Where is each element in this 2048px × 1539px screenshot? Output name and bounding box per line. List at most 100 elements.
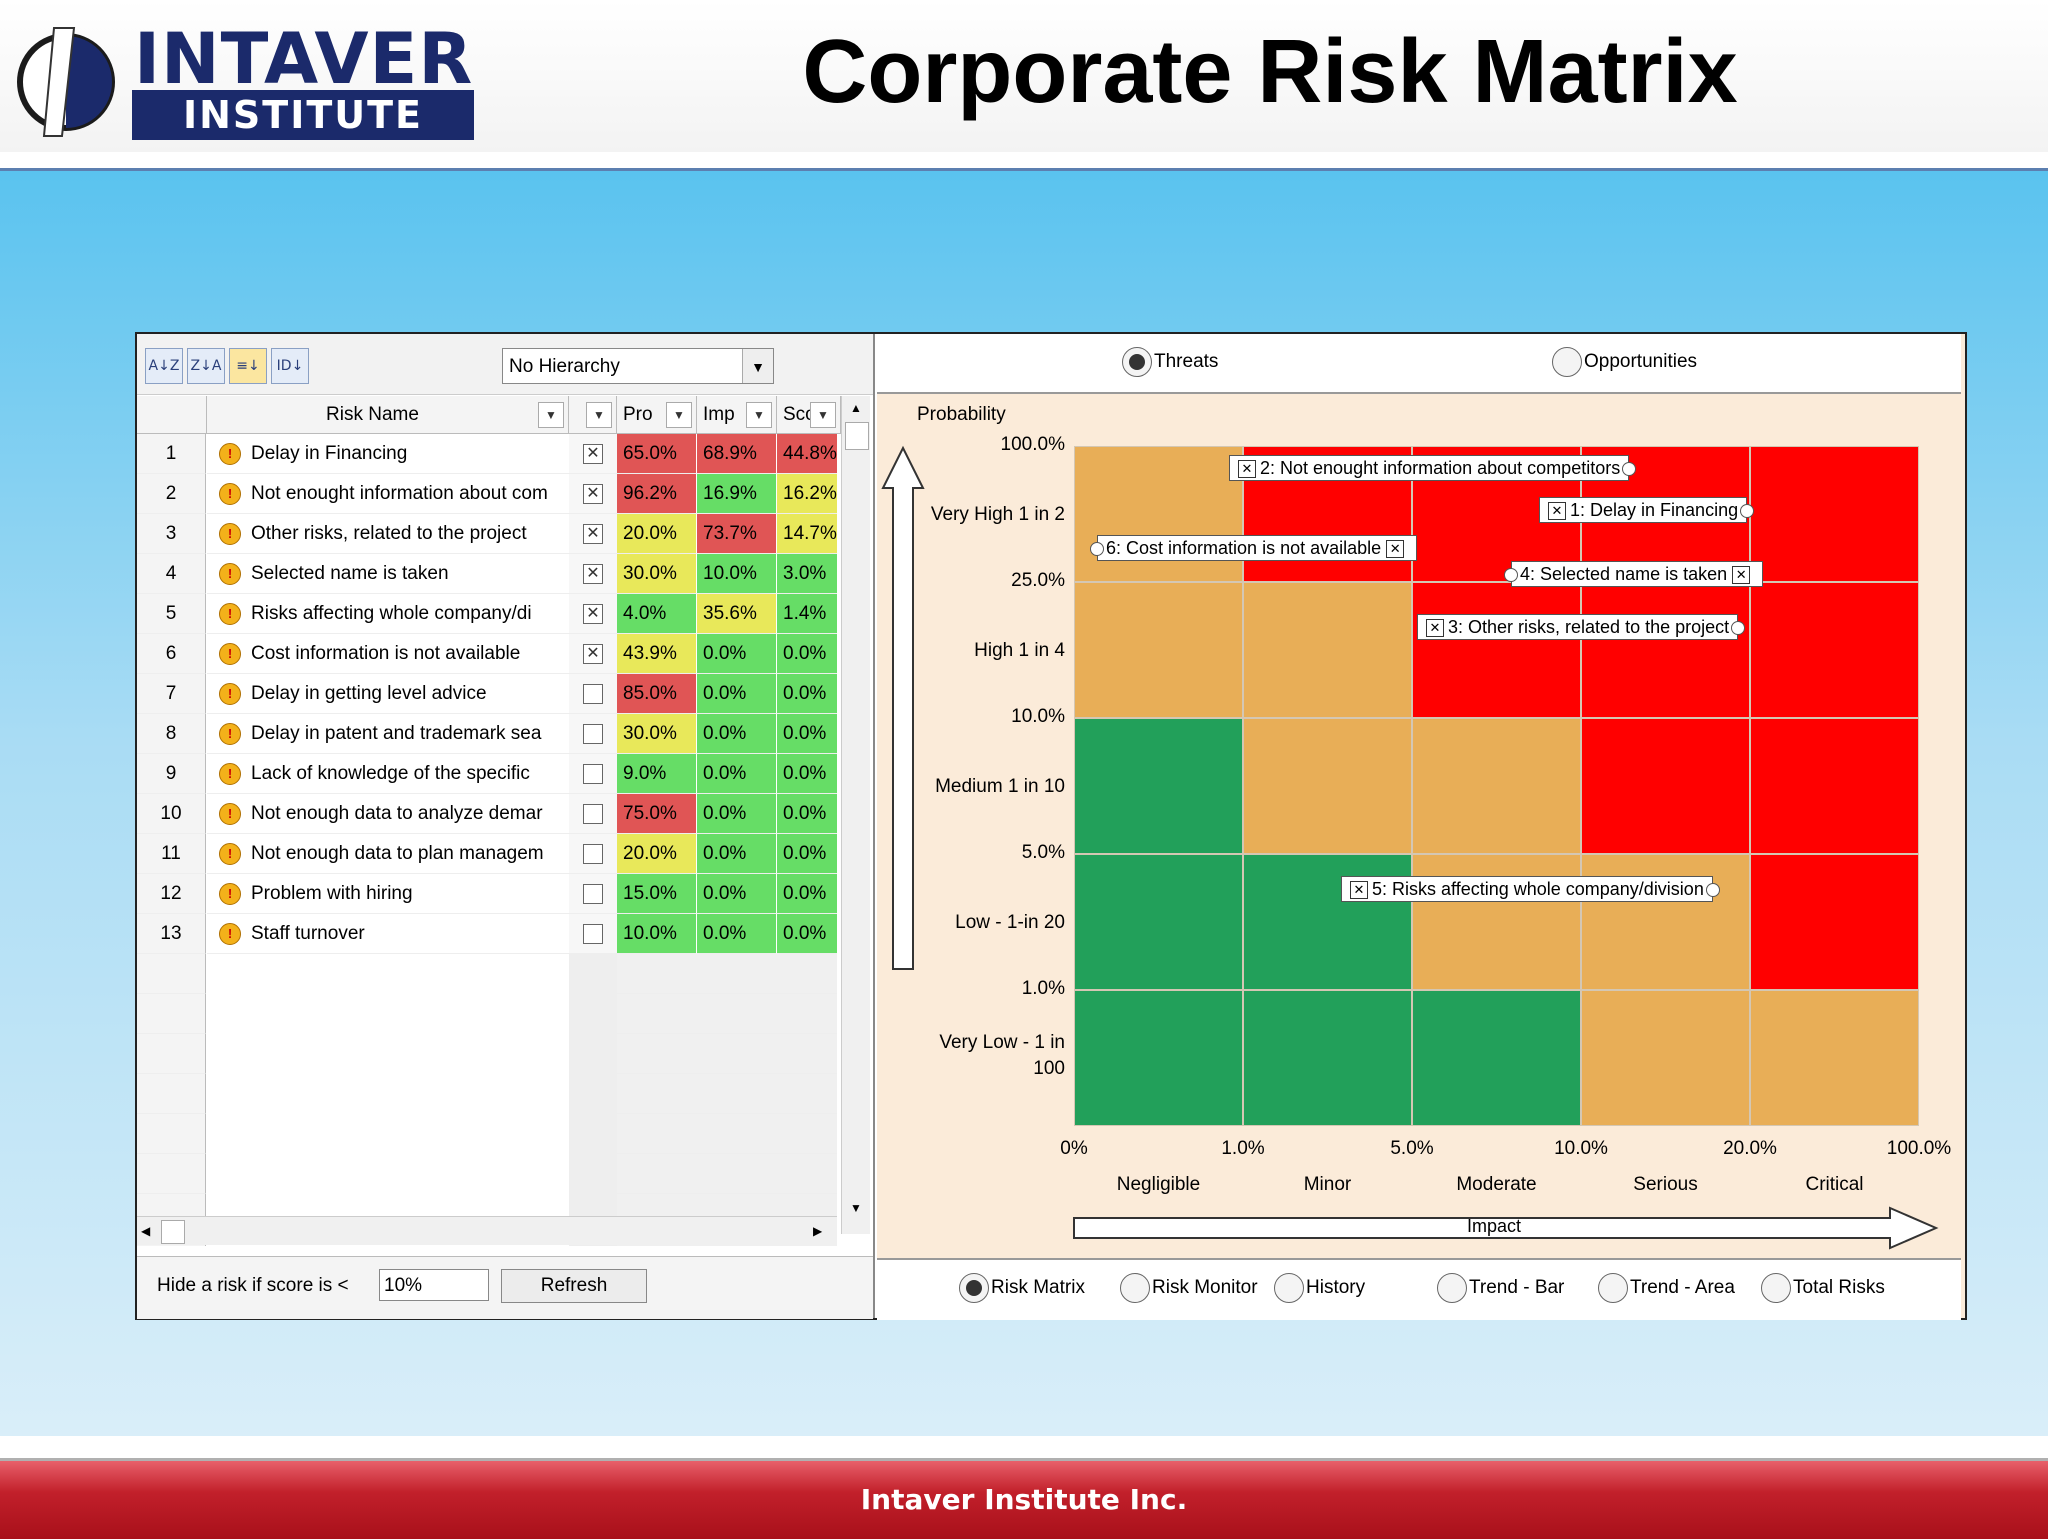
risk-checkbox-cell[interactable]: ✕ xyxy=(569,554,617,594)
risk-name-cell[interactable]: ! Other risks, related to the project xyxy=(207,514,569,554)
probability-cell[interactable]: 85.0% xyxy=(617,674,697,714)
radio-button-icon[interactable] xyxy=(1274,1272,1304,1303)
table-row[interactable]: 8! Delay in patent and trademark sea 30.0%… xyxy=(137,714,837,754)
table-row[interactable]: 10! Not enough data to analyze demar 75.0%… xyxy=(137,794,837,834)
radio-button-icon[interactable] xyxy=(959,1272,989,1303)
radio-button-icon[interactable] xyxy=(1552,346,1582,377)
impact-cell[interactable]: 35.6% xyxy=(697,594,777,634)
score-cell[interactable]: 0.0% xyxy=(777,674,837,714)
risk-checkbox-cell[interactable] xyxy=(569,674,617,714)
radio-risk-matrix[interactable]: Risk Matrix xyxy=(959,1272,1085,1304)
tag-handle-icon[interactable] xyxy=(1504,568,1518,582)
impact-cell[interactable]: 68.9% xyxy=(697,434,777,474)
risk-checkbox-cell[interactable] xyxy=(569,714,617,754)
scroll-right-icon[interactable]: ▶ xyxy=(813,1224,823,1238)
risk-checkbox-cell[interactable] xyxy=(569,874,617,914)
risk-tag[interactable]: ✕ 5: Risks affecting whole company/divisi… xyxy=(1341,876,1720,902)
probability-cell[interactable]: 20.0% xyxy=(617,514,697,554)
score-cell[interactable]: 16.2% xyxy=(777,474,837,514)
checked-box-icon[interactable]: ✕ xyxy=(1238,460,1256,479)
probability-cell[interactable]: 30.0% xyxy=(617,554,697,594)
matrix-cell[interactable] xyxy=(1412,854,1581,990)
horizontal-scrollbar[interactable]: ◀ ▶ xyxy=(137,1216,837,1245)
chevron-down-icon[interactable]: ▼ xyxy=(742,349,773,383)
risk-checkbox-cell[interactable]: ✕ xyxy=(569,434,617,474)
probability-cell[interactable]: 4.0% xyxy=(617,594,697,634)
column-header-probability[interactable]: Pro ▼ xyxy=(617,396,697,434)
column-header-check[interactable]: ▼ xyxy=(569,396,617,434)
checked-box-icon[interactable]: ✕ xyxy=(1350,881,1368,900)
unchecked-box-icon[interactable] xyxy=(583,843,603,864)
checked-box-icon[interactable]: ✕ xyxy=(583,443,603,464)
matrix-cell[interactable] xyxy=(1074,990,1243,1126)
impact-cell[interactable]: 0.0% xyxy=(697,754,777,794)
matrix-cell[interactable] xyxy=(1750,990,1919,1126)
table-row[interactable]: 9! Lack of knowledge of the specific 9.0% 0… xyxy=(137,754,837,794)
unchecked-box-icon[interactable] xyxy=(583,803,603,824)
matrix-cell[interactable] xyxy=(1243,582,1412,718)
vertical-scrollbar[interactable]: ▲ ▼ xyxy=(841,396,870,1234)
risk-checkbox-cell[interactable]: ✕ xyxy=(569,594,617,634)
score-cell[interactable]: 0.0% xyxy=(777,794,837,834)
risk-name-cell[interactable]: ! Delay in Financing xyxy=(207,434,569,474)
radio-threats[interactable]: Threats xyxy=(1122,346,1218,378)
radio-button-icon[interactable] xyxy=(1120,1272,1150,1303)
filter-icon[interactable]: ≡↓ xyxy=(229,348,267,384)
checked-box-icon[interactable]: ✕ xyxy=(583,603,603,624)
risk-name-cell[interactable]: ! Staff turnover xyxy=(207,914,569,954)
risk-name-cell[interactable]: ! Problem with hiring xyxy=(207,874,569,914)
chevron-down-icon[interactable]: ▼ xyxy=(810,402,836,428)
risk-tag[interactable]: ✕ 2: Not enought information about compet… xyxy=(1229,455,1637,481)
matrix-cell[interactable] xyxy=(1750,718,1919,854)
impact-cell[interactable]: 0.0% xyxy=(697,834,777,874)
radio-button-icon[interactable] xyxy=(1122,346,1152,377)
probability-cell[interactable]: 43.9% xyxy=(617,634,697,674)
chevron-down-icon[interactable]: ▼ xyxy=(586,402,612,428)
matrix-cell[interactable] xyxy=(1750,854,1919,990)
checked-box-icon[interactable]: ✕ xyxy=(583,483,603,504)
unchecked-box-icon[interactable] xyxy=(583,883,603,904)
checked-box-icon[interactable]: ✕ xyxy=(583,563,603,584)
radio-risk-monitor[interactable]: Risk Monitor xyxy=(1120,1272,1258,1304)
score-cell[interactable]: 0.0% xyxy=(777,834,837,874)
sort-az-icon[interactable]: A↓Z xyxy=(145,348,183,384)
risk-checkbox-cell[interactable] xyxy=(569,834,617,874)
score-cell[interactable]: 0.0% xyxy=(777,634,837,674)
id-sort-icon[interactable]: ID↓ xyxy=(271,348,309,384)
tag-handle-icon[interactable] xyxy=(1731,621,1746,635)
score-cell[interactable]: 14.7% xyxy=(777,514,837,554)
risk-tag[interactable]: 4: Selected name is taken ✕ xyxy=(1504,561,1764,587)
checked-box-icon[interactable]: ✕ xyxy=(583,523,603,544)
probability-cell[interactable]: 30.0% xyxy=(617,714,697,754)
table-row[interactable]: 5! Risks affecting whole company/di ✕ 4.0% 3… xyxy=(137,594,837,634)
probability-cell[interactable]: 65.0% xyxy=(617,434,697,474)
table-row[interactable]: 2! Not enought information about com ✕ 96.2… xyxy=(137,474,837,514)
risk-checkbox-cell[interactable] xyxy=(569,794,617,834)
impact-cell[interactable]: 0.0% xyxy=(697,914,777,954)
radio-button-icon[interactable] xyxy=(1437,1272,1467,1303)
impact-cell[interactable]: 16.9% xyxy=(697,474,777,514)
radio-total-risks[interactable]: Total Risks xyxy=(1761,1272,1885,1304)
radio-opportunities[interactable]: Opportunities xyxy=(1552,346,1697,378)
matrix-cell[interactable] xyxy=(1412,718,1581,854)
impact-cell[interactable]: 0.0% xyxy=(697,634,777,674)
matrix-cell[interactable] xyxy=(1074,446,1243,582)
table-row[interactable]: 1! Delay in Financing ✕ 65.0% 68.9% 44.8% xyxy=(137,434,837,474)
column-header-risk-name[interactable]: Risk Name ▼ xyxy=(207,396,569,434)
risk-checkbox-cell[interactable]: ✕ xyxy=(569,514,617,554)
refresh-button[interactable]: Refresh xyxy=(501,1269,647,1303)
matrix-cell[interactable] xyxy=(1412,990,1581,1126)
risk-checkbox-cell[interactable] xyxy=(569,914,617,954)
matrix-cell[interactable] xyxy=(1074,854,1243,990)
risk-name-cell[interactable]: ! Not enough data to plan managem xyxy=(207,834,569,874)
sort-za-icon[interactable]: Z↓A xyxy=(187,348,225,384)
chevron-down-icon[interactable]: ▼ xyxy=(538,402,564,428)
checked-box-icon[interactable]: ✕ xyxy=(1548,502,1566,521)
chevron-down-icon[interactable]: ▼ xyxy=(746,402,772,428)
matrix-cell[interactable] xyxy=(1243,854,1412,990)
radio-history[interactable]: History xyxy=(1274,1272,1365,1304)
table-row[interactable]: 4! Selected name is taken ✕ 30.0% 10.0% 3.0% xyxy=(137,554,837,594)
impact-cell[interactable]: 0.0% xyxy=(697,714,777,754)
score-cell[interactable]: 44.8% xyxy=(777,434,837,474)
unchecked-box-icon[interactable] xyxy=(583,923,603,944)
